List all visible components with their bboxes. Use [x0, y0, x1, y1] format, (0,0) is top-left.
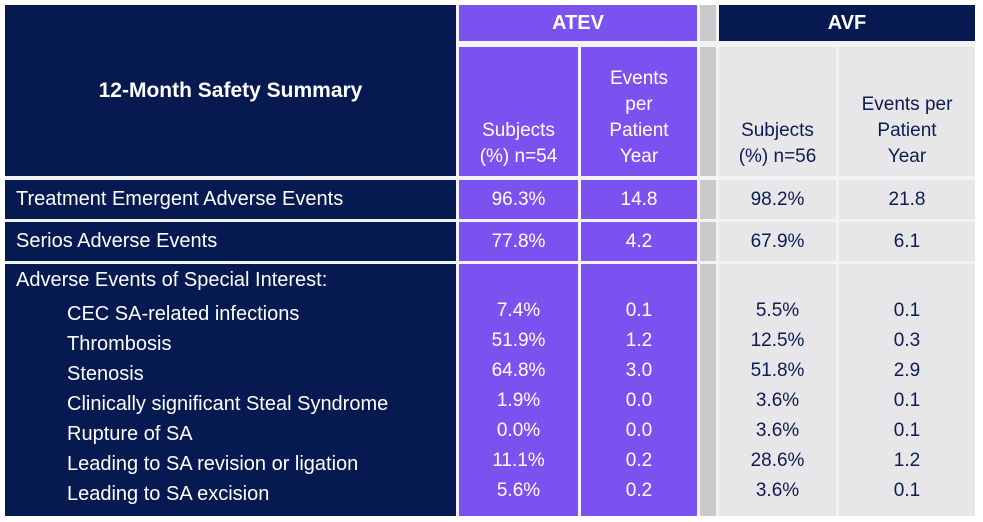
avf-subjects-value: 12.5% [750, 330, 805, 351]
atev-events-value: 3.0 [625, 360, 653, 381]
avf-events-value: 6.1 [839, 222, 975, 261]
avf-subjects-value: 3.6% [755, 390, 800, 411]
atev-events-column: 0.1 1.2 3.0 0.0 0.0 0.2 0.2 [581, 264, 697, 516]
atev-subjects-value: 0.0% [496, 420, 541, 441]
spacer-column-bottom [700, 264, 716, 516]
avf-subjects-value: 3.6% [755, 420, 800, 441]
page-title: 12-Month Safety Summary [5, 5, 456, 176]
avf-events-value: 0.1 [893, 480, 921, 501]
avf-subjects-value: 3.6% [755, 480, 800, 501]
section-header-blank-cell [581, 264, 697, 296]
row-label: Treatment Emergent Adverse Events [5, 180, 456, 219]
atev-subjects-column: 7.4% 51.9% 64.8% 1.9% 0.0% 11.1% 5.6% [459, 264, 578, 516]
table-row: Serios Adverse Events 77.8% 4.2 67.9% 6.1 [5, 222, 975, 261]
special-row-label: Clinically significant Steal Syndrome [67, 392, 389, 415]
atev-events-value: 1.2 [625, 330, 653, 351]
avf-events-column: 0.1 0.3 2.9 0.1 0.1 1.2 0.1 [839, 264, 975, 516]
column-group-avf: AVF [719, 5, 975, 41]
spacer-column-header [700, 47, 716, 176]
atev-events-value: 0.2 [625, 450, 653, 471]
spacer-column [700, 180, 716, 219]
atev-events-value: 14.8 [581, 180, 697, 219]
atev-events-value: 0.2 [625, 480, 653, 501]
special-row-label: Leading to SA excision [67, 482, 270, 505]
avf-subjects-value: 5.5% [755, 300, 800, 321]
avf-subjects-value: 98.2% [719, 180, 836, 219]
atev-events-value: 0.1 [625, 300, 653, 321]
special-interest-section: Adverse Events of Special Interest: CEC S… [5, 264, 975, 516]
avf-events-value: 0.1 [893, 390, 921, 411]
spacer-column [700, 222, 716, 261]
special-row-label: Rupture of SA [67, 422, 193, 445]
avf-events-value: 0.1 [893, 300, 921, 321]
atev-subjects-value: 11.1% [492, 450, 545, 471]
table-row: Treatment Emergent Adverse Events 96.3% 14… [5, 180, 975, 219]
section-header-blank-cell [719, 264, 836, 296]
special-row-label: CEC SA-related infections [67, 302, 300, 325]
special-row-label: Stenosis [67, 362, 144, 385]
atev-subjects-value: 1.9% [496, 390, 541, 411]
avf-events-value: 2.9 [893, 360, 921, 381]
atev-subjects-value: 5.6% [496, 480, 541, 501]
atev-subjects-value: 77.8% [459, 222, 578, 261]
avf-subjects-column: 5.5% 12.5% 51.8% 3.6% 3.6% 28.6% 3.6% [719, 264, 836, 516]
main-rows: Treatment Emergent Adverse Events 96.3% 14… [5, 180, 975, 261]
atev-events-value: 0.0 [625, 420, 653, 441]
avf-events-value: 0.1 [893, 420, 921, 441]
section-header-blank-cell [459, 264, 578, 296]
atev-events-value: 4.2 [581, 222, 697, 261]
avf-events-value: 0.3 [893, 330, 921, 351]
avf-events-value: 21.8 [839, 180, 975, 219]
avf-subjects-value: 67.9% [719, 222, 836, 261]
special-interest-labels-column: Adverse Events of Special Interest: CEC S… [5, 264, 456, 516]
section-header-blank-cell [839, 264, 975, 296]
column-header-atev-subjects: Subjects (%) n=54 [459, 47, 578, 176]
atev-events-value: 0.0 [625, 390, 653, 411]
special-row-label: Thrombosis [67, 332, 172, 355]
column-header-avf-subjects: Subjects (%) n=56 [719, 47, 836, 176]
table-header: 12-Month Safety Summary ATEV AVF Subject… [5, 5, 975, 176]
column-header-avf-events: Events per Patient Year [839, 47, 975, 176]
section-header-label: Adverse Events of Special Interest: [16, 269, 328, 291]
safety-summary-table: 12-Month Safety Summary ATEV AVF Subject… [5, 5, 975, 516]
atev-subjects-value: 51.9% [491, 330, 546, 351]
spacer-column-top [700, 5, 716, 41]
atev-subjects-value: 96.3% [459, 180, 578, 219]
column-header-atev-events: Events per Patient Year [581, 47, 697, 176]
avf-subjects-value: 51.8% [750, 360, 805, 381]
atev-subjects-value: 7.4% [496, 300, 541, 321]
atev-subjects-value: 64.8% [491, 360, 546, 381]
avf-events-value: 1.2 [893, 450, 921, 471]
avf-subjects-value: 28.6% [750, 450, 805, 471]
row-label: Serios Adverse Events [5, 222, 456, 261]
column-group-atev: ATEV [459, 5, 697, 41]
special-row-label: Leading to SA revision or ligation [67, 452, 359, 475]
